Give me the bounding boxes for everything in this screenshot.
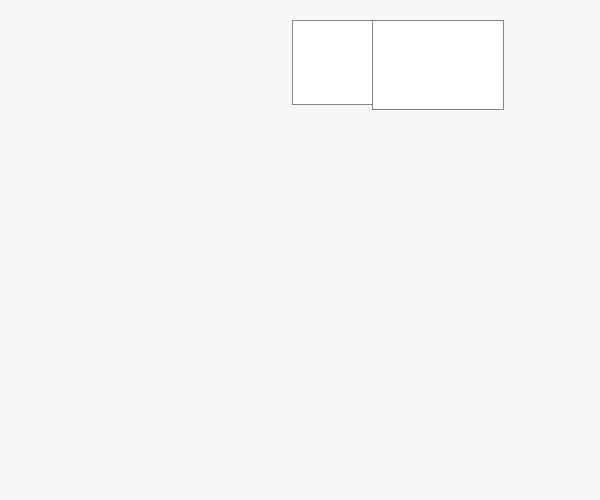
- legend-box: [292, 20, 374, 105]
- surface-info-box: [372, 20, 504, 110]
